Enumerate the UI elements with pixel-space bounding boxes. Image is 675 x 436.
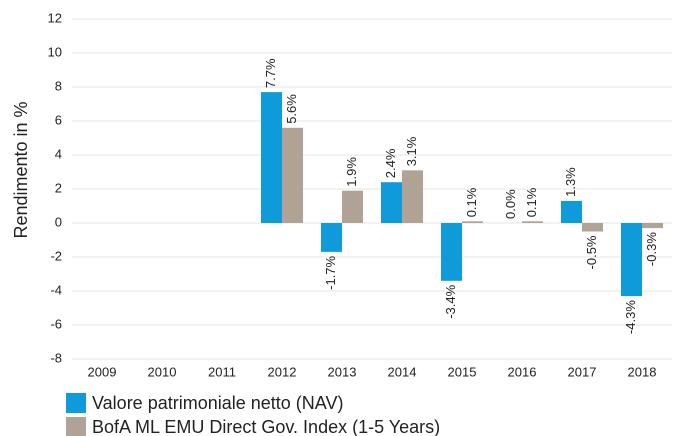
y-tick-label: -4 <box>50 282 62 297</box>
x-tick-label: 2016 <box>508 364 537 379</box>
x-tick-label: 2014 <box>388 364 417 379</box>
y-tick-label: 8 <box>55 78 62 93</box>
bar <box>462 221 483 223</box>
data-label: 5.6% <box>284 94 299 124</box>
x-tick-label: 2010 <box>148 364 177 379</box>
bar <box>261 92 282 223</box>
bar <box>402 170 423 223</box>
data-label: 7.7% <box>263 58 278 88</box>
data-label: 0.0% <box>503 189 518 219</box>
bar <box>381 182 402 223</box>
legend-label: BofA ML EMU Direct Gov. Index (1-5 Years… <box>92 417 440 436</box>
y-tick-label: 0 <box>55 214 62 229</box>
data-label: -0.3% <box>644 232 659 266</box>
x-tick-label: 2015 <box>448 364 477 379</box>
bar <box>561 200 582 223</box>
bar <box>522 221 543 223</box>
y-axis-label: Rendimento in % <box>11 101 31 238</box>
data-label: -0.5% <box>584 235 599 269</box>
bar <box>282 127 303 223</box>
legend-swatch <box>66 417 86 436</box>
legend-label: Valore patrimoniale netto (NAV) <box>92 393 343 413</box>
data-label: 1.3% <box>563 167 578 197</box>
data-label: -1.7% <box>323 255 338 289</box>
data-label: 1.9% <box>344 157 359 187</box>
bar <box>441 223 462 281</box>
y-tick-label: 2 <box>55 180 62 195</box>
y-tick-label: -2 <box>50 248 62 263</box>
y-tick-label: 10 <box>48 44 62 59</box>
data-label: 0.1% <box>524 187 539 217</box>
x-tick-label: 2017 <box>568 364 597 379</box>
bar <box>342 190 363 223</box>
y-tick-label: 6 <box>55 112 62 127</box>
bar <box>321 223 342 252</box>
x-tick-label: 2011 <box>208 364 236 379</box>
y-tick-label: 12 <box>48 10 62 25</box>
x-tick-label: 2012 <box>268 364 297 379</box>
bar <box>642 223 663 229</box>
bar <box>582 223 603 232</box>
y-tick-label: -8 <box>50 350 62 365</box>
legend-swatch <box>66 393 86 413</box>
x-tick-label: 2018 <box>628 364 657 379</box>
x-tick-label: 2009 <box>88 364 117 379</box>
data-label: -3.4% <box>443 284 458 318</box>
data-label: 0.1% <box>464 187 479 217</box>
y-tick-label: 4 <box>55 146 62 161</box>
data-label: 2.4% <box>383 148 398 178</box>
data-label: 3.1% <box>404 136 419 166</box>
y-tick-label: -6 <box>50 316 62 331</box>
x-tick-label: 2013 <box>328 364 357 379</box>
data-label: -4.3% <box>623 300 638 334</box>
bar <box>621 223 642 297</box>
